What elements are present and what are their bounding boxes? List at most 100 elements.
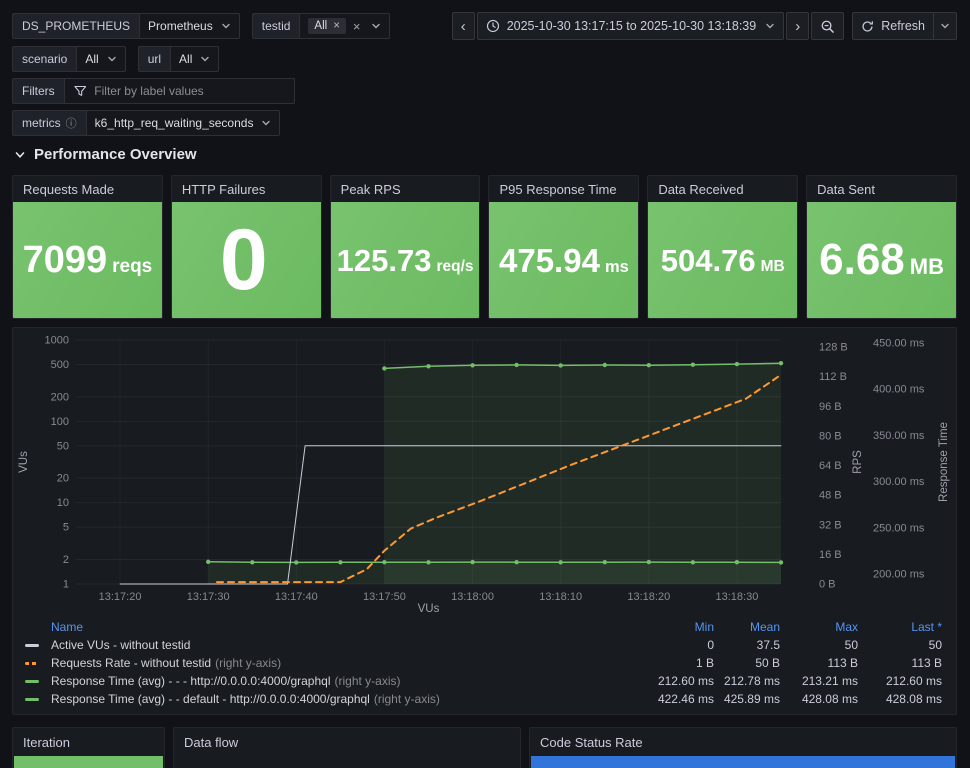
svg-text:32 B: 32 B <box>819 519 842 531</box>
legend-row[interactable]: Response Time (avg) - - default - http:/… <box>25 690 942 708</box>
datasource-picker[interactable]: Prometheus <box>140 13 240 39</box>
chevron-down-icon <box>15 151 25 158</box>
svg-text:250.00 ms: 250.00 ms <box>873 522 925 534</box>
svg-text:100: 100 <box>51 416 69 428</box>
series-color-icon <box>25 661 39 665</box>
section-performance-overview[interactable]: Performance Overview <box>14 146 957 163</box>
legend-mean: 425.89 ms <box>723 692 780 706</box>
svg-text:VUs: VUs <box>418 603 440 615</box>
info-icon[interactable]: ⓘ <box>65 118 77 130</box>
legend-row[interactable]: Active VUs - without testid 0 37.5 50 50 <box>25 636 942 654</box>
stat-panel-data-sent: Data Sent 6.68 MB <box>806 175 957 319</box>
toolbar-row-1: DS_PROMETHEUS Prometheus testid All × × ‹… <box>12 12 957 40</box>
legend-series-name: Requests Rate - without testid <box>51 656 212 670</box>
legend-min: 0 <box>707 638 714 652</box>
legend-header-last[interactable]: Last * <box>911 620 942 634</box>
legend-header-min[interactable]: Min <box>694 620 714 634</box>
stat-value: 6.68 <box>819 235 905 284</box>
svg-text:350.00 ms: 350.00 ms <box>873 430 925 442</box>
series-color-icon <box>25 643 39 647</box>
datasource-variable: DS_PROMETHEUS Prometheus <box>12 13 240 39</box>
metrics-picker[interactable]: k6_http_req_waiting_seconds <box>86 110 281 136</box>
svg-text:50: 50 <box>57 440 69 452</box>
legend-max: 428.08 ms <box>801 692 858 706</box>
legend-row[interactable]: Response Time (avg) - - - http://0.0.0.0… <box>25 672 942 690</box>
svg-text:13:18:20: 13:18:20 <box>627 591 670 603</box>
panel-data-flow: Data flow <box>173 727 521 768</box>
legend-series-suffix: (right y-axis) <box>215 656 282 670</box>
filters-input[interactable] <box>94 84 285 98</box>
panel-title: Data Sent <box>817 181 875 197</box>
svg-text:450.00 ms: 450.00 ms <box>873 338 925 350</box>
toolbar-row-2: scenario All url All <box>12 46 957 72</box>
scenario-picker[interactable]: All <box>77 46 126 72</box>
chevron-down-icon <box>766 23 774 29</box>
svg-text:20: 20 <box>57 473 69 485</box>
svg-text:128 B: 128 B <box>819 342 848 354</box>
testid-variable: testid All × × <box>251 13 390 39</box>
legend-last: 113 B <box>911 656 942 670</box>
svg-text:13:18:10: 13:18:10 <box>539 591 582 603</box>
legend-header: Name Min Mean Max Last * <box>25 618 942 636</box>
series-3[interactable] <box>216 373 782 584</box>
metrics-value: k6_http_req_waiting_seconds <box>94 116 254 130</box>
svg-text:Response Time: Response Time <box>938 422 950 502</box>
timeseries-chart[interactable]: 1 2 5 10 20 50 100 200 500 1000 13:17:20 13:17:30 13… <box>13 332 956 616</box>
legend-header-max[interactable]: Max <box>835 620 858 634</box>
stat-panel-peak-rps: Peak RPS 125.73 req/s <box>329 175 481 319</box>
legend-header-name[interactable]: Name <box>51 620 84 634</box>
panel-title: Peak RPS <box>340 181 401 197</box>
time-range-picker[interactable]: 2025-10-30 13:17:15 to 2025-10-30 13:18:… <box>476 12 785 40</box>
time-back-button[interactable]: ‹ <box>451 12 475 40</box>
panel-iteration: Iteration <box>12 727 165 768</box>
legend-min: 422.46 ms <box>657 692 714 706</box>
svg-text:200.00 ms: 200.00 ms <box>873 569 925 581</box>
svg-text:5: 5 <box>63 522 69 534</box>
legend-header-mean[interactable]: Mean <box>749 620 780 634</box>
stat-value: 504.76 <box>660 242 756 278</box>
url-picker[interactable]: All <box>171 46 220 72</box>
datasource-value: Prometheus <box>148 19 213 33</box>
stat-value-area: 0 <box>171 202 321 318</box>
chip-remove-icon[interactable]: × <box>333 20 340 32</box>
svg-text:10: 10 <box>57 497 69 509</box>
refresh-button[interactable]: Refresh <box>852 12 934 40</box>
zoom-out-button[interactable] <box>811 12 845 40</box>
chevron-down-icon <box>108 56 116 62</box>
panel-title: Data flow <box>184 734 239 750</box>
svg-text:96 B: 96 B <box>819 401 842 413</box>
stat-panel-http-failures: HTTP Failures 0 <box>170 175 322 319</box>
series-0[interactable] <box>206 559 784 584</box>
svg-text:13:18:00: 13:18:00 <box>451 591 494 603</box>
refresh-interval-dropdown[interactable] <box>934 12 957 40</box>
testid-chip[interactable]: All × <box>308 18 346 34</box>
svg-text:400.00 ms: 400.00 ms <box>873 384 925 396</box>
zoom-out-icon <box>821 20 835 33</box>
testid-picker[interactable]: All × × <box>300 13 390 39</box>
time-controls: ‹ 2025-10-30 13:17:15 to 2025-10-30 13:1… <box>451 12 845 40</box>
legend-max: 113 B <box>827 656 858 670</box>
scenario-variable: scenario All <box>12 46 126 72</box>
series-color-icon <box>25 679 39 683</box>
stat-value: 475.94 <box>499 241 600 279</box>
stat-value: 125.73 <box>336 242 432 278</box>
metrics-variable: metrics ⓘ k6_http_req_waiting_seconds <box>12 110 281 136</box>
section-title: Performance Overview <box>34 146 197 163</box>
url-variable: url All <box>137 46 220 72</box>
svg-text:300.00 ms: 300.00 ms <box>873 476 925 488</box>
legend-row[interactable]: Requests Rate - without testid (right y-a… <box>25 654 942 672</box>
refresh-controls: Refresh <box>852 12 957 40</box>
series-1[interactable] <box>382 361 784 584</box>
stat-unit: MB <box>760 257 785 275</box>
filters-control: Filters <box>12 78 295 104</box>
legend-last: 428.08 ms <box>885 692 942 706</box>
clear-selection-icon[interactable]: × <box>352 18 361 34</box>
stat-panel-requests-made: Requests Made 7099 reqs <box>12 175 163 319</box>
series-2[interactable] <box>119 445 782 585</box>
panel-title: Iteration <box>23 734 70 750</box>
time-forward-button[interactable]: › <box>786 12 810 40</box>
time-range-text: 2025-10-30 13:17:15 to 2025-10-30 13:18:… <box>506 19 757 33</box>
svg-text:48 B: 48 B <box>819 490 842 502</box>
stat-unit: reqs <box>112 256 153 277</box>
svg-text:200: 200 <box>51 391 69 403</box>
